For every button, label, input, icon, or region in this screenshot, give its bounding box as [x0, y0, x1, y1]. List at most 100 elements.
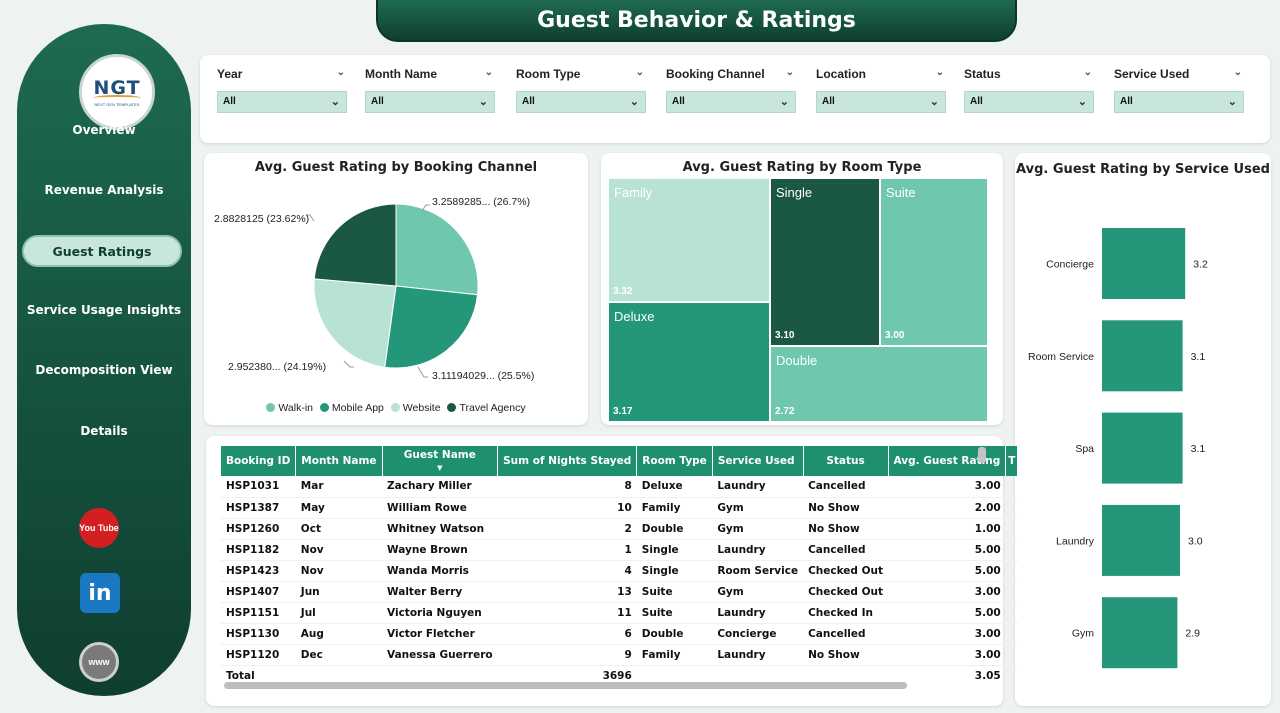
- bar-gym[interactable]: [1102, 597, 1178, 669]
- cell-room-type: Single: [636, 539, 713, 561]
- chevron-down-icon[interactable]: ⌄: [1233, 67, 1242, 78]
- cell-nights: 11: [497, 602, 637, 624]
- chevron-down-icon[interactable]: ⌄: [1227, 96, 1237, 108]
- cell-booking-id: HSP1387: [221, 497, 296, 519]
- pie-slice-mobile-app[interactable]: [384, 285, 479, 369]
- chevron-down-icon[interactable]: ⌄: [935, 67, 944, 78]
- bar-value-label: 3.2: [1193, 259, 1208, 271]
- cell-nights: 9: [497, 644, 637, 666]
- filter-room-type[interactable]: Room Type ⌄ All ⌄: [516, 67, 646, 113]
- cell-month: Jun: [295, 581, 383, 603]
- col-service-used[interactable]: Service Used: [712, 446, 804, 476]
- linkedin-icon[interactable]: in: [80, 573, 120, 613]
- cell-status: Checked Out: [803, 560, 889, 582]
- legend-item-walkin[interactable]: Walk-in: [266, 402, 313, 414]
- filter-booking-channel[interactable]: Booking Channel ⌄ All ⌄: [666, 67, 796, 113]
- table-row[interactable]: HSP1151 Jul Victoria Nguyen 11 Suite Laundry C…: [221, 602, 1018, 624]
- chevron-down-icon[interactable]: ⌄: [635, 67, 644, 78]
- legend-item-website[interactable]: Website: [390, 402, 441, 414]
- nav-guest-ratings[interactable]: Guest Ratings: [22, 235, 182, 267]
- cell-truncated: [1005, 581, 1018, 603]
- table-vertical-scrollbar[interactable]: [978, 447, 986, 463]
- treemap-tile-double[interactable]: Double 2.72: [770, 346, 988, 422]
- chevron-down-icon[interactable]: ⌄: [779, 96, 789, 108]
- filter-month-select[interactable]: All ⌄: [365, 91, 495, 113]
- table-row[interactable]: HSP1423 Nov Wanda Morris 4 Single Room Servic…: [221, 560, 1018, 582]
- cell-rating: 3.00: [888, 623, 1006, 645]
- treemap-tile-deluxe[interactable]: Deluxe 3.17: [608, 302, 770, 422]
- filter-location[interactable]: Location ⌄ All ⌄: [816, 67, 946, 113]
- filter-year-select[interactable]: All ⌄: [217, 91, 347, 113]
- nav-revenue-analysis[interactable]: Revenue Analysis: [44, 183, 164, 197]
- chevron-down-icon[interactable]: ⌄: [1083, 67, 1092, 78]
- pie-slice-walkin[interactable]: [395, 203, 479, 296]
- col-truncated[interactable]: T: [1005, 446, 1019, 476]
- filter-booking-channel-select[interactable]: All ⌄: [666, 91, 796, 113]
- cell-booking-id: HSP1423: [221, 560, 296, 582]
- bar-concierge[interactable]: [1102, 228, 1186, 299]
- col-booking-id[interactable]: Booking ID: [221, 446, 297, 476]
- col-avg-guest-rating[interactable]: Avg. Guest Rating: [888, 446, 1007, 476]
- cell-service-used: Gym: [712, 581, 804, 603]
- nav-decomposition-view[interactable]: Decomposition View: [35, 363, 173, 377]
- table-row[interactable]: HSP1387 May William Rowe 10 Family Gym No Show…: [221, 497, 1018, 519]
- filter-service-used[interactable]: Service Used ⌄ All ⌄: [1114, 67, 1244, 113]
- chevron-down-icon[interactable]: ⌄: [929, 96, 939, 108]
- pie-slice-website[interactable]: [313, 278, 397, 368]
- filter-month-name[interactable]: Month Name ⌄ All ⌄: [365, 67, 495, 113]
- col-nights-stayed[interactable]: Sum of Nights Stayed: [497, 446, 638, 476]
- pie-slice-travel-agency[interactable]: [313, 203, 397, 287]
- bar-spa[interactable]: [1102, 412, 1183, 484]
- table-horizontal-scrollbar[interactable]: [224, 682, 907, 689]
- table-row[interactable]: HSP1260 Oct Whitney Watson 2 Double Gym No Sho…: [221, 518, 1018, 540]
- col-month-name[interactable]: Month Name: [295, 446, 383, 476]
- chevron-down-icon[interactable]: ⌄: [478, 96, 488, 108]
- filter-year[interactable]: Year ⌄ All ⌄: [217, 67, 347, 113]
- nav-service-usage-insights[interactable]: Service Usage Insights: [26, 303, 182, 317]
- cell-rating: 3.00: [888, 581, 1006, 603]
- col-status[interactable]: Status: [803, 446, 889, 476]
- treemap-tile-single[interactable]: Single 3.10: [770, 178, 880, 346]
- treemap-tile-suite[interactable]: Suite 3.00: [880, 178, 988, 346]
- cell-month: Mar: [295, 476, 383, 498]
- legend-item-mobile-app[interactable]: Mobile App: [319, 402, 384, 414]
- youtube-icon[interactable]: You Tube: [79, 508, 119, 548]
- cell-guest-name: Zachary Miller: [382, 476, 498, 498]
- filter-service-used-select[interactable]: All ⌄: [1114, 91, 1244, 113]
- chevron-down-icon[interactable]: ⌄: [484, 67, 493, 78]
- filter-room-type-select[interactable]: All ⌄: [516, 91, 646, 113]
- legend-item-travel-agency[interactable]: Travel Agency: [447, 402, 526, 414]
- cell-room-type: Suite: [636, 602, 713, 624]
- chevron-down-icon[interactable]: ⌄: [785, 67, 794, 78]
- website-globe-icon[interactable]: www: [79, 642, 119, 682]
- treemap-tile-family[interactable]: Family 3.32: [608, 178, 770, 302]
- bar-laundry[interactable]: [1102, 504, 1180, 576]
- cell-truncated: [1005, 623, 1018, 645]
- chevron-down-icon[interactable]: ⌄: [1077, 96, 1087, 108]
- table-row[interactable]: HSP1031 Mar Zachary Miller 8 Deluxe Laundry Ca…: [221, 476, 1018, 498]
- table-row[interactable]: HSP1182 Nov Wayne Brown 1 Single Laundry Cance…: [221, 539, 1018, 561]
- filter-status-value: All: [970, 96, 983, 107]
- sort-desc-icon[interactable]: ▼: [437, 464, 443, 472]
- nav-overview[interactable]: Overview: [72, 123, 136, 137]
- cell-month: Nov: [295, 560, 383, 582]
- chevron-down-icon[interactable]: ⌄: [629, 96, 639, 108]
- bar-category-label: Laundry: [1056, 535, 1095, 547]
- filter-status-select[interactable]: All ⌄: [964, 91, 1094, 113]
- bar-room-service[interactable]: [1102, 320, 1183, 392]
- col-guest-name[interactable]: Guest Name ▼: [382, 446, 499, 476]
- filter-location-select[interactable]: All ⌄: [816, 91, 946, 113]
- table-row[interactable]: HSP1130 Aug Victor Fletcher 6 Double Concierg…: [221, 623, 1018, 645]
- nav-details[interactable]: Details: [80, 424, 128, 438]
- cell-service-used: Laundry: [712, 476, 804, 498]
- filter-location-label: Location: [816, 67, 866, 81]
- chevron-down-icon[interactable]: ⌄: [336, 67, 345, 78]
- col-room-type[interactable]: Room Type: [636, 446, 713, 476]
- chevron-down-icon[interactable]: ⌄: [330, 96, 340, 108]
- cell-month: May: [295, 497, 383, 519]
- table-row[interactable]: HSP1120 Dec Vanessa Guerrero 9 Family Laundry…: [221, 644, 1018, 666]
- table-row[interactable]: HSP1407 Jun Walter Berry 13 Suite Gym Checked …: [221, 581, 1018, 603]
- bar-value-label: 3.0: [1188, 535, 1203, 547]
- cell-nights: 10: [497, 497, 637, 519]
- filter-status[interactable]: Status ⌄ All ⌄: [964, 67, 1094, 113]
